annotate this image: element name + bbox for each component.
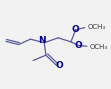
Text: OCH₃: OCH₃ [87, 24, 106, 30]
Text: O: O [72, 25, 80, 34]
Text: OCH₃: OCH₃ [90, 44, 108, 50]
Text: O: O [56, 61, 64, 70]
Text: N: N [38, 36, 46, 45]
Text: O: O [74, 41, 82, 50]
